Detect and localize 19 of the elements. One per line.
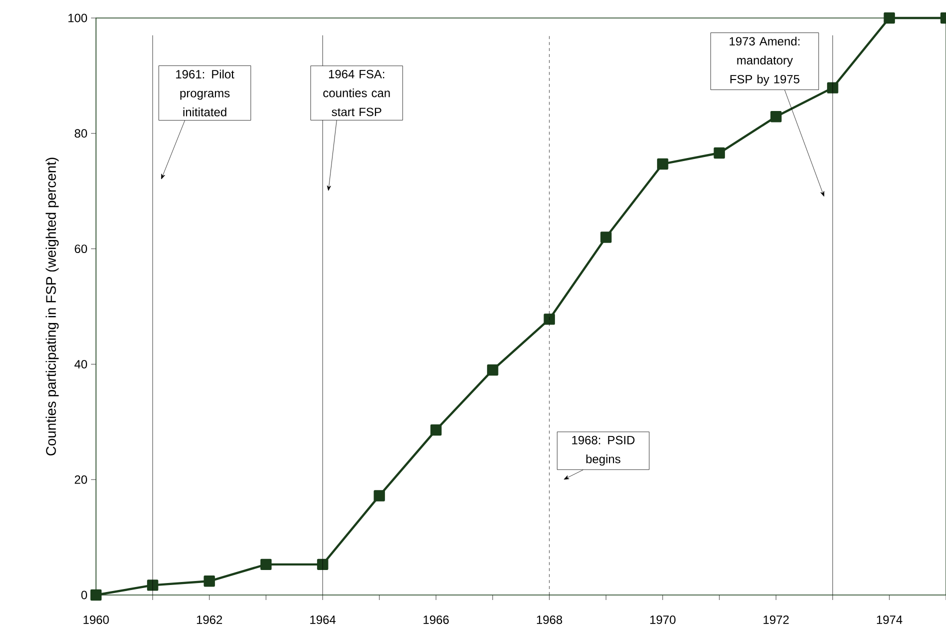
x-tick-label: 1970 xyxy=(650,616,676,624)
x-tick-label: 1972 xyxy=(764,616,789,624)
y-tick-label: 0 xyxy=(81,590,88,600)
y-axis-title: Counties participating in FSP (weighted percent) xyxy=(46,158,59,456)
x-tick-label: 1968 xyxy=(536,616,562,624)
x-tick-label: 1962 xyxy=(196,616,222,624)
y-tick-label: 100 xyxy=(68,14,88,22)
y-tick-label: 80 xyxy=(74,129,88,138)
ref-line-label: 1968: PSID begins xyxy=(572,436,634,466)
x-tick-label: 1964 xyxy=(310,616,336,624)
x-tick-label: 1960 xyxy=(84,616,109,624)
x-tick-label: 1966 xyxy=(424,616,449,624)
y-tick-label: 20 xyxy=(74,475,88,484)
y-tick-label: 40 xyxy=(74,360,88,368)
ref-line-label: 1961: Pilot programs inititated xyxy=(176,70,234,116)
x-tick-label: 1974 xyxy=(876,616,902,624)
y-tick-label: 60 xyxy=(74,244,88,254)
ref-line-label: 1964 FSA: counties can start FSP xyxy=(323,70,390,116)
ref-line-label: 1973 Amend: mandatory FSP by 1975 xyxy=(730,36,800,86)
